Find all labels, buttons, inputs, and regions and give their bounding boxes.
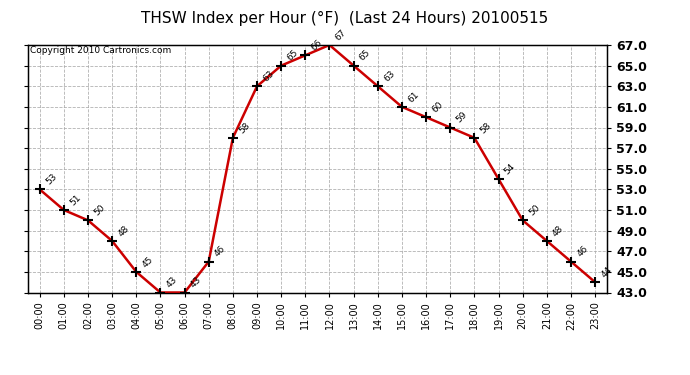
Text: 43: 43 [189, 275, 203, 290]
Text: 51: 51 [68, 193, 83, 207]
Text: 50: 50 [92, 203, 107, 217]
Text: 61: 61 [406, 90, 421, 104]
Text: 48: 48 [551, 224, 565, 238]
Text: THSW Index per Hour (°F)  (Last 24 Hours) 20100515: THSW Index per Hour (°F) (Last 24 Hours)… [141, 11, 549, 26]
Text: 65: 65 [358, 48, 373, 63]
Text: 46: 46 [213, 244, 227, 259]
Text: 60: 60 [431, 100, 445, 114]
Text: 50: 50 [527, 203, 542, 217]
Text: 67: 67 [334, 28, 348, 42]
Text: 63: 63 [382, 69, 397, 84]
Text: Copyright 2010 Cartronics.com: Copyright 2010 Cartronics.com [30, 46, 172, 55]
Text: 43: 43 [165, 275, 179, 290]
Text: 58: 58 [237, 120, 252, 135]
Text: 63: 63 [262, 69, 276, 84]
Text: 46: 46 [575, 244, 589, 259]
Text: 58: 58 [479, 120, 493, 135]
Text: 59: 59 [455, 110, 469, 125]
Text: 45: 45 [141, 255, 155, 269]
Text: 44: 44 [600, 265, 613, 279]
Text: 65: 65 [286, 48, 300, 63]
Text: 48: 48 [117, 224, 130, 238]
Text: 54: 54 [503, 162, 517, 176]
Text: 53: 53 [44, 172, 59, 187]
Text: 66: 66 [310, 38, 324, 52]
